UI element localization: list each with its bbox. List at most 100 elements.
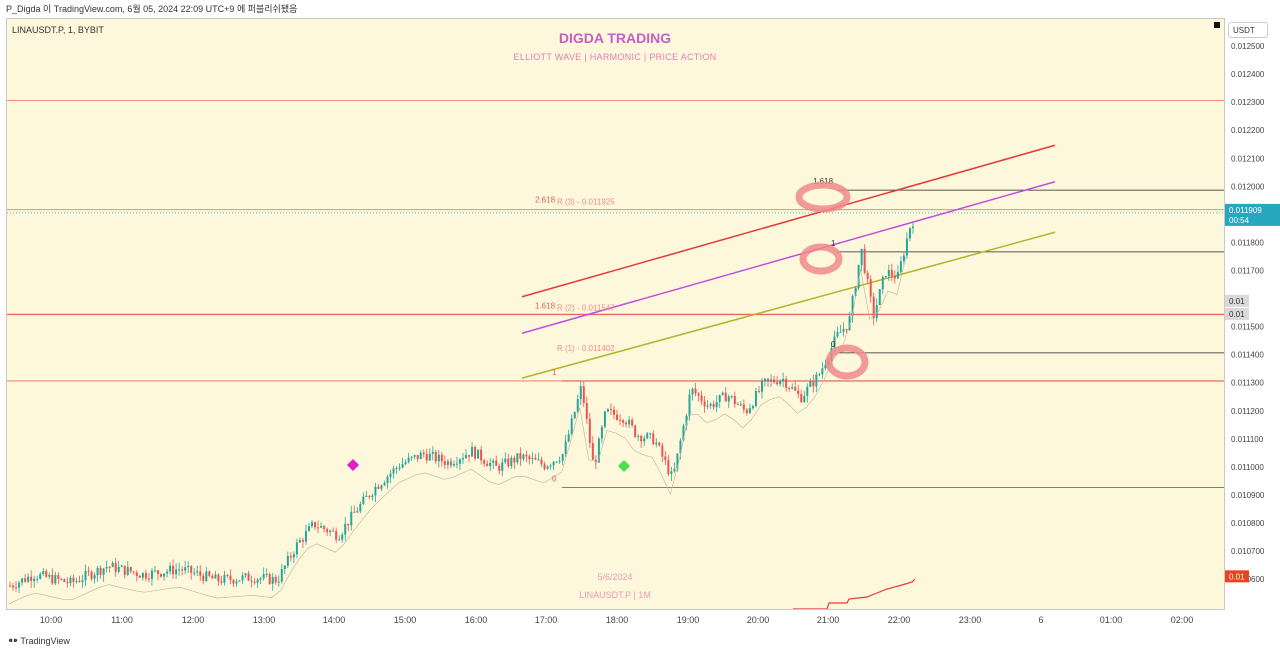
time-tick-label: 11:00 bbox=[111, 615, 133, 625]
candle-body bbox=[748, 408, 751, 414]
candle-body bbox=[712, 403, 715, 408]
candle-body bbox=[788, 387, 791, 389]
candle-body bbox=[39, 573, 42, 579]
candle-body bbox=[543, 464, 546, 469]
candle-body bbox=[229, 575, 232, 581]
publish-info-bar: P_Digda 이 TradingView.com, 6월 05, 2024 2… bbox=[0, 0, 1280, 18]
time-tick-label: 13:00 bbox=[253, 615, 276, 625]
candle-body bbox=[289, 555, 292, 558]
candle-body bbox=[178, 569, 181, 571]
toggle-square-icon[interactable] bbox=[1214, 22, 1220, 28]
candle-body bbox=[591, 443, 594, 460]
candle-body bbox=[223, 574, 226, 583]
time-tick-label: 6 bbox=[1038, 615, 1043, 625]
candle-body bbox=[570, 418, 573, 435]
candle-body bbox=[782, 378, 785, 381]
candle-body bbox=[528, 456, 531, 459]
candle-body bbox=[685, 415, 688, 426]
candle-body bbox=[597, 438, 600, 463]
candle-body bbox=[513, 457, 516, 463]
candle-body bbox=[419, 452, 422, 459]
candle-body bbox=[314, 522, 317, 528]
candle-body bbox=[812, 381, 815, 387]
candle-body bbox=[525, 454, 528, 457]
candle-body bbox=[724, 392, 727, 402]
candle-body bbox=[452, 464, 455, 466]
candle-body bbox=[582, 386, 585, 404]
candle-body bbox=[323, 525, 326, 530]
candle-body bbox=[576, 399, 579, 412]
candle-body bbox=[676, 453, 679, 470]
candle-body bbox=[646, 433, 649, 439]
candle-body bbox=[603, 411, 606, 427]
candle-body bbox=[875, 305, 878, 319]
chart-pane[interactable]: 2.618 R (3) - 0.011925 1.618 R (2) - 0.0115… bbox=[6, 18, 1225, 610]
price-chart[interactable]: 2.618 R (3) - 0.011925 1.618 R (2) - 0.0115… bbox=[7, 19, 1225, 610]
candle-body bbox=[51, 574, 54, 584]
currency-button[interactable]: USDT bbox=[1228, 22, 1268, 38]
price-tick-label: 0.011500 bbox=[1231, 323, 1264, 332]
time-axis[interactable]: 10:00 11:00 12:00 13:00 14:00 15:00 16:00 17:00… bbox=[6, 610, 1225, 632]
candle-body bbox=[114, 562, 117, 572]
footer-brand: ⁌⁍ TradingView bbox=[8, 636, 70, 647]
candle-body bbox=[477, 449, 480, 459]
candle-body bbox=[449, 461, 452, 466]
candle-body bbox=[628, 419, 631, 425]
candle-body bbox=[776, 382, 779, 385]
current-price-badge bbox=[1225, 203, 1280, 226]
candle-body bbox=[199, 571, 202, 576]
fib-base-label: 0 bbox=[552, 475, 557, 484]
candle-body bbox=[347, 523, 350, 526]
candle-body bbox=[280, 569, 283, 582]
candle-body bbox=[754, 390, 757, 407]
axis-badge bbox=[1225, 570, 1249, 583]
candle-body bbox=[202, 575, 205, 582]
candle-body bbox=[153, 570, 156, 572]
candle-body bbox=[549, 465, 552, 467]
candle-body bbox=[283, 565, 286, 570]
axis-badge bbox=[1225, 308, 1249, 320]
trend-channel-line bbox=[521, 144, 1056, 298]
candle-body bbox=[682, 425, 685, 441]
candle-body bbox=[703, 401, 706, 407]
candle-body bbox=[320, 525, 323, 528]
candle-body bbox=[594, 459, 597, 463]
candle-body bbox=[809, 381, 812, 387]
candle-body bbox=[531, 457, 534, 459]
candle-body bbox=[265, 573, 268, 575]
current-price-countdown: 00:54 bbox=[1229, 216, 1250, 225]
price-axis[interactable]: 0.012500 0.012400 0.012300 0.012200 0.012100… bbox=[1225, 18, 1280, 610]
fib-base-label: 1 bbox=[552, 368, 557, 377]
price-tick-label: 0.011000 bbox=[1231, 463, 1264, 472]
candle-body bbox=[655, 442, 658, 445]
candle-body bbox=[344, 523, 347, 535]
candle-body bbox=[304, 531, 307, 542]
candle-body bbox=[317, 527, 320, 529]
highlight-circle bbox=[825, 344, 869, 380]
candle-body bbox=[217, 574, 220, 582]
candle-body bbox=[857, 264, 860, 288]
candle-body bbox=[794, 387, 797, 391]
price-tick-label: 0.012400 bbox=[1231, 70, 1265, 79]
candle-body bbox=[135, 572, 138, 576]
candle-body bbox=[555, 461, 558, 463]
candle-body bbox=[422, 452, 425, 455]
candle-body bbox=[311, 522, 313, 527]
candle-body bbox=[679, 440, 682, 454]
time-tick-label: 17:00 bbox=[535, 615, 558, 625]
candle-body bbox=[138, 575, 141, 578]
candle-body bbox=[486, 463, 489, 467]
time-tick-label: 23:00 bbox=[959, 615, 982, 625]
candle-body bbox=[727, 396, 730, 402]
candle-body bbox=[471, 446, 474, 457]
candle-body bbox=[757, 390, 760, 392]
candle-body bbox=[791, 387, 794, 389]
candle-body bbox=[72, 577, 75, 582]
candle-body bbox=[386, 476, 389, 483]
candle-body bbox=[649, 433, 652, 435]
candle-body bbox=[105, 566, 108, 569]
candle-body bbox=[428, 453, 431, 461]
candle-body bbox=[462, 458, 464, 460]
tradingview-logo-icon: ⁌⁍ bbox=[8, 636, 18, 647]
candle-body bbox=[730, 396, 733, 398]
